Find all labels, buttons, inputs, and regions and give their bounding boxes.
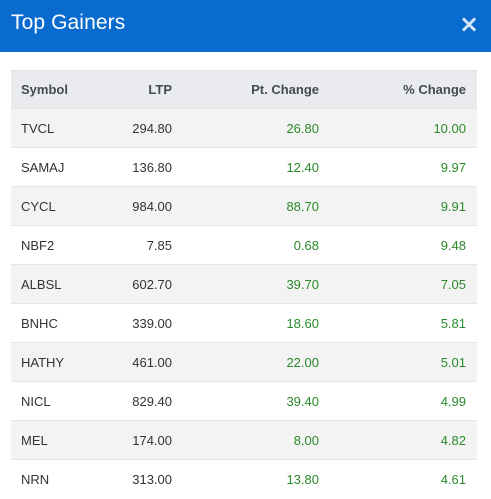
cell-ltp: 313.00	[132, 471, 172, 487]
cell-symbol[interactable]: BNHC	[21, 315, 58, 331]
table-row[interactable]: NBF2 7.85 0.68 9.48	[11, 225, 477, 265]
table-row[interactable]: TVCL 294.80 26.80 10.00	[11, 108, 477, 148]
cell-ltp: 829.40	[132, 393, 172, 409]
table-row[interactable]: BNHC 339.00 18.60 5.81	[11, 303, 477, 343]
table-header: Symbol LTP Pt. Change % Change	[11, 70, 477, 109]
cell-pct-change: 4.61	[440, 471, 466, 487]
table-row[interactable]: HATHY 461.00 22.00 5.01	[11, 342, 477, 382]
cell-ltp: 984.00	[132, 198, 172, 214]
cell-ltp: 461.00	[132, 354, 172, 370]
cell-ltp: 136.80	[132, 159, 172, 175]
cell-pct-change: 9.97	[440, 159, 466, 175]
cell-pt-change: 0.68	[293, 237, 319, 253]
cell-pt-change: 18.60	[286, 315, 319, 331]
cell-pct-change: 4.99	[440, 393, 466, 409]
modal-header: Top Gainers ×	[0, 0, 491, 52]
table-row[interactable]: NICL 829.40 39.40 4.99	[11, 381, 477, 421]
cell-symbol[interactable]: TVCL	[21, 120, 55, 136]
table-row[interactable]: NRN 313.00 13.80 4.61	[11, 459, 477, 499]
cell-symbol[interactable]: MEL	[21, 432, 48, 448]
cell-pt-change: 88.70	[286, 198, 319, 214]
cell-symbol[interactable]: HATHY	[21, 354, 65, 370]
cell-pct-change: 4.82	[440, 432, 466, 448]
modal-title: Top Gainers	[11, 11, 126, 34]
cell-ltp: 602.70	[132, 276, 172, 292]
cell-symbol[interactable]: NBF2	[21, 237, 55, 253]
cell-pct-change: 5.81	[440, 315, 466, 331]
cell-pt-change: 22.00	[286, 354, 319, 370]
cell-pct-change: 9.48	[440, 237, 466, 253]
table-body: TVCL 294.80 26.80 10.00 SAMAJ 136.80 12.…	[11, 108, 477, 499]
cell-symbol[interactable]: NICL	[21, 393, 51, 409]
cell-symbol[interactable]: ALBSL	[21, 276, 62, 292]
cell-symbol[interactable]: CYCL	[21, 198, 56, 214]
table-row[interactable]: ALBSL 602.70 39.70 7.05	[11, 264, 477, 304]
gainers-table-container: Symbol LTP Pt. Change % Change TVCL 294.…	[11, 70, 477, 499]
cell-ltp: 339.00	[132, 315, 172, 331]
column-header-symbol[interactable]: Symbol	[11, 70, 91, 109]
column-header-ltp[interactable]: LTP	[91, 70, 183, 109]
column-header-pt-change[interactable]: Pt. Change	[183, 70, 330, 109]
cell-ltp: 174.00	[132, 432, 172, 448]
gainers-table: Symbol LTP Pt. Change % Change TVCL 294.…	[11, 70, 477, 499]
cell-symbol[interactable]: SAMAJ	[21, 159, 65, 175]
close-icon: ×	[458, 10, 480, 38]
cell-pt-change: 8.00	[293, 432, 319, 448]
cell-pt-change: 39.40	[286, 393, 319, 409]
cell-pt-change: 12.40	[286, 159, 319, 175]
cell-pt-change: 13.80	[286, 471, 319, 487]
cell-pct-change: 5.01	[440, 354, 466, 370]
cell-pt-change: 39.70	[286, 276, 319, 292]
cell-pt-change: 26.80	[286, 120, 319, 136]
cell-ltp: 294.80	[132, 120, 172, 136]
close-button[interactable]: ×	[457, 12, 481, 36]
cell-pct-change: 7.05	[440, 276, 466, 292]
table-row[interactable]: SAMAJ 136.80 12.40 9.97	[11, 147, 477, 187]
table-header-row: Symbol LTP Pt. Change % Change	[11, 70, 477, 109]
cell-pct-change: 9.91	[440, 198, 466, 214]
cell-ltp: 7.85	[146, 237, 172, 253]
column-header-pct-change[interactable]: % Change	[330, 70, 477, 109]
table-row[interactable]: MEL 174.00 8.00 4.82	[11, 420, 477, 460]
cell-pct-change: 10.00	[433, 120, 466, 136]
table-row[interactable]: CYCL 984.00 88.70 9.91	[11, 186, 477, 226]
cell-symbol[interactable]: NRN	[21, 471, 50, 487]
